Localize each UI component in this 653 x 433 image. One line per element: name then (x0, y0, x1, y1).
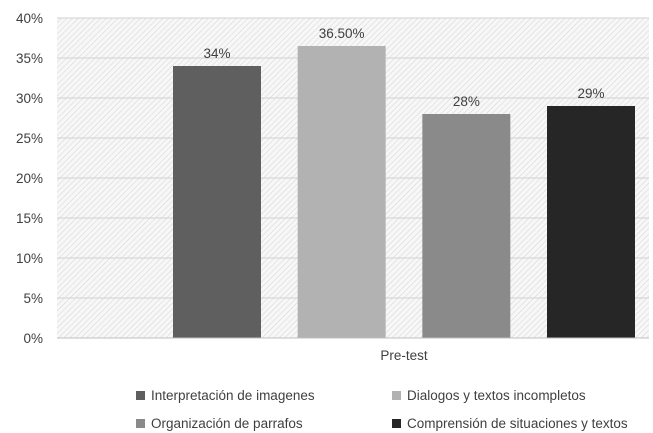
legend-item-organizacion: Organización de parrafos (136, 416, 303, 431)
legend-item-interpretacion: Interpretación de imagenes (136, 388, 315, 403)
y-tick-label: 10% (16, 251, 43, 266)
legend-swatch-dialogos (392, 391, 401, 400)
y-tick-label: 5% (23, 291, 43, 306)
legend-swatch-organizacion (136, 419, 145, 428)
data-labels: 34% 36.50% 28% 29% (203, 26, 604, 109)
bar (297, 46, 386, 338)
data-label: 29% (577, 86, 604, 101)
legend-swatch-interpretacion (136, 391, 145, 400)
data-label: 28% (453, 94, 480, 109)
chart-svg: 0% 5% 10% 15% 20% 25% 30% 35% 40% 34% 36.50% 28% 29… (16, 11, 649, 363)
legend-label-comprension: Comprensión de situaciones y textos (407, 416, 628, 431)
y-axis-tick-labels: 0% 5% 10% 15% 20% 25% 30% 35% 40% (16, 11, 43, 346)
bars (173, 46, 635, 338)
legend-item-comprension: Comprensión de situaciones y textos (392, 416, 628, 431)
bar (173, 66, 261, 338)
legend-swatch-comprension (392, 419, 401, 428)
data-label: 34% (203, 46, 230, 61)
legend-label-dialogos: Dialogos y textos incompletos (407, 388, 586, 403)
legend: Interpretación de imagenes Dialogos y te… (0, 380, 653, 433)
legend-label-interpretacion: Interpretación de imagenes (151, 388, 315, 403)
legend-label-organizacion: Organización de parrafos (151, 416, 303, 431)
y-tick-label: 40% (16, 11, 43, 26)
y-tick-label: 15% (16, 211, 43, 226)
x-category-label: Pre-test (380, 348, 428, 363)
y-tick-label: 25% (16, 131, 43, 146)
bar (547, 106, 635, 338)
y-tick-label: 30% (16, 91, 43, 106)
y-tick-label: 0% (23, 331, 43, 346)
data-label: 36.50% (319, 26, 365, 41)
y-tick-label: 35% (16, 51, 43, 66)
legend-item-dialogos: Dialogos y textos incompletos (392, 388, 586, 403)
bar (422, 114, 511, 338)
y-tick-label: 20% (16, 171, 43, 186)
